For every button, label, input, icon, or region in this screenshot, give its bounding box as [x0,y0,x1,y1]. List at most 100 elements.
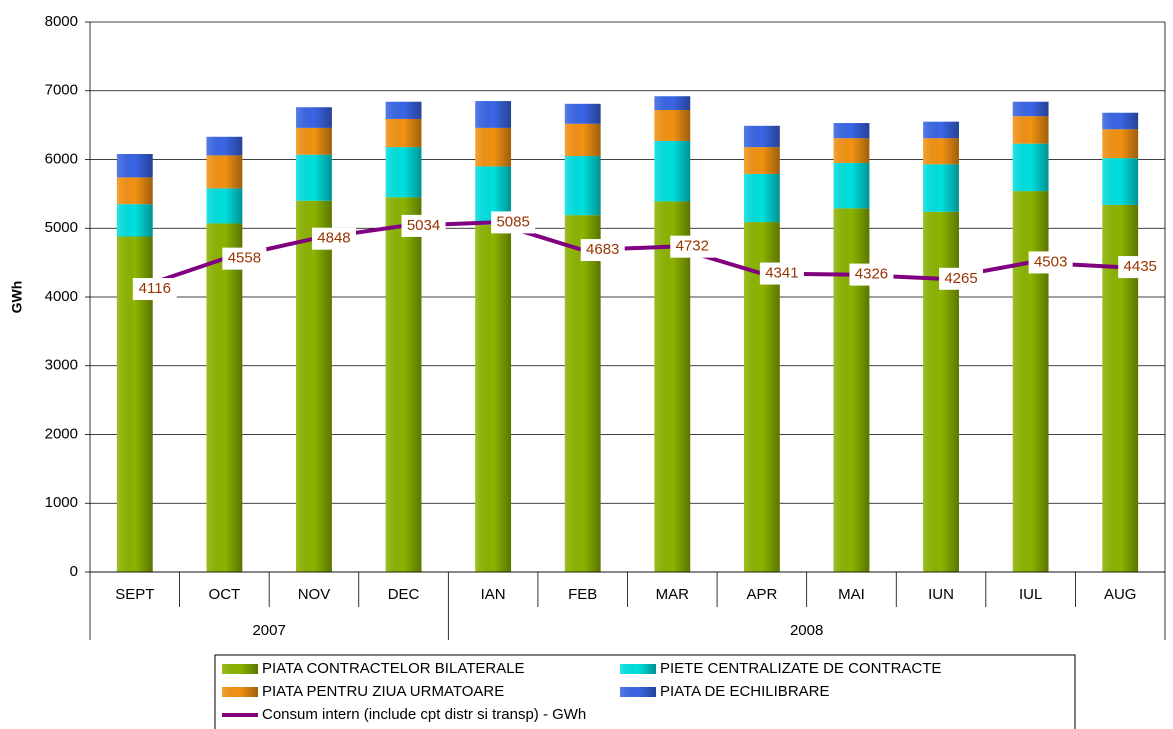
bar-shade [296,154,332,201]
x-tick-label: SEPT [115,586,154,603]
data-label-box [222,247,267,270]
bar-shade [1012,101,1049,117]
x-tick-label: MAI [838,586,865,603]
x-tick-label: OCT [209,586,241,603]
data-label: 5085 [496,213,529,230]
bar-shade [1012,191,1049,572]
bar-shade [923,121,959,139]
data-label-box [311,227,356,250]
bar-shade [833,162,870,209]
y-tick-label: 5000 [45,219,78,236]
bar-shade [385,197,422,572]
legend-swatch-shade [222,664,258,674]
x-tick-label: DEC [388,586,420,603]
bar-shade [385,118,422,148]
data-label-box [1118,256,1163,279]
bar-shade [296,107,332,128]
bar-shade [206,155,243,189]
x-tick-label: IUN [928,586,954,603]
bar-shade [654,201,691,572]
legend-swatch-shade [222,687,258,697]
bar-shade [385,101,422,119]
bar-shade [654,110,691,141]
x-group-label: 2008 [790,622,823,639]
legend-label: PIATA DE ECHILIBRARE [660,683,830,700]
data-label: 4341 [765,265,798,282]
x-tick-label: IAN [481,586,506,603]
data-label-box [670,235,715,258]
bar-shade [1012,143,1049,192]
y-tick-label: 6000 [45,150,78,167]
data-label: 4558 [228,250,261,267]
y-tick-label: 8000 [45,13,78,30]
legend-swatch-shade [620,664,656,674]
bar-shade [206,136,243,156]
bar-shade [1102,158,1139,205]
bar-shade [116,177,153,205]
x-tick-label: NOV [298,586,331,603]
bar-shade [116,204,153,237]
data-label-box [759,262,804,285]
bar-shade [385,147,422,198]
data-label: 4326 [855,266,888,283]
data-label-box [401,214,446,237]
bar-shade [1102,129,1139,159]
bar-shade [654,140,691,202]
legend-label: PIATA PENTRU ZIUA URMATOARE [262,683,504,700]
data-label: 4848 [317,230,350,247]
bar-shade [564,123,601,157]
legend-label: Consum intern (include cpt distr si tran… [262,706,586,723]
x-tick-label: MAR [656,586,690,603]
legend-swatch-shade [620,687,656,697]
bar-shade [296,200,332,572]
bar-shade [564,215,601,572]
bar-shade [923,164,959,212]
bar-shade [475,127,512,167]
data-label: 4503 [1034,253,1067,270]
bar-shade [564,156,601,216]
bar-shade [206,188,243,224]
y-tick-label: 7000 [45,82,78,99]
legend-label: PIATA CONTRACTELOR BILATERALE [262,660,525,677]
bar-shade [475,101,512,128]
bar-shade [116,154,153,178]
bar-shade [923,211,959,572]
bar-shade [923,138,959,165]
data-label: 4683 [586,241,619,258]
bar-shade [743,125,780,148]
legend-label: PIETE CENTRALIZATE DE CONTRACTE [660,660,941,677]
data-label-box [580,239,625,262]
y-tick-label: 0 [70,563,78,580]
y-tick-label: 2000 [45,425,78,442]
bar-shade [296,127,332,155]
data-label-box [939,267,984,290]
data-label: 4116 [139,280,171,297]
x-tick-label: IUL [1019,586,1042,603]
x-group-label: 2007 [252,622,285,639]
bar-shade [833,208,870,572]
data-label-box [132,278,177,301]
bar-shade [743,173,780,223]
bar-shade [833,138,870,163]
data-label: 4435 [1124,258,1157,275]
data-label: 4732 [676,238,709,255]
bar-shade [654,96,691,110]
y-tick-label: 1000 [45,494,78,511]
x-tick-label: FEB [568,586,597,603]
data-label: 4265 [944,270,977,287]
data-label-box [491,211,536,234]
bar-shade [206,223,243,572]
bar-shade [1102,112,1139,130]
bar-shade [475,224,512,572]
bar-shade [743,147,780,174]
y-tick-label: 4000 [45,288,78,305]
y-axis-label: GWh [9,281,25,314]
data-label-box [1028,251,1073,274]
bar-shade [1012,116,1049,144]
x-tick-label: AUG [1104,586,1137,603]
data-label: 5034 [407,217,440,234]
data-label-box [849,263,894,286]
y-tick-label: 3000 [45,357,78,374]
bar-shade [833,123,870,139]
